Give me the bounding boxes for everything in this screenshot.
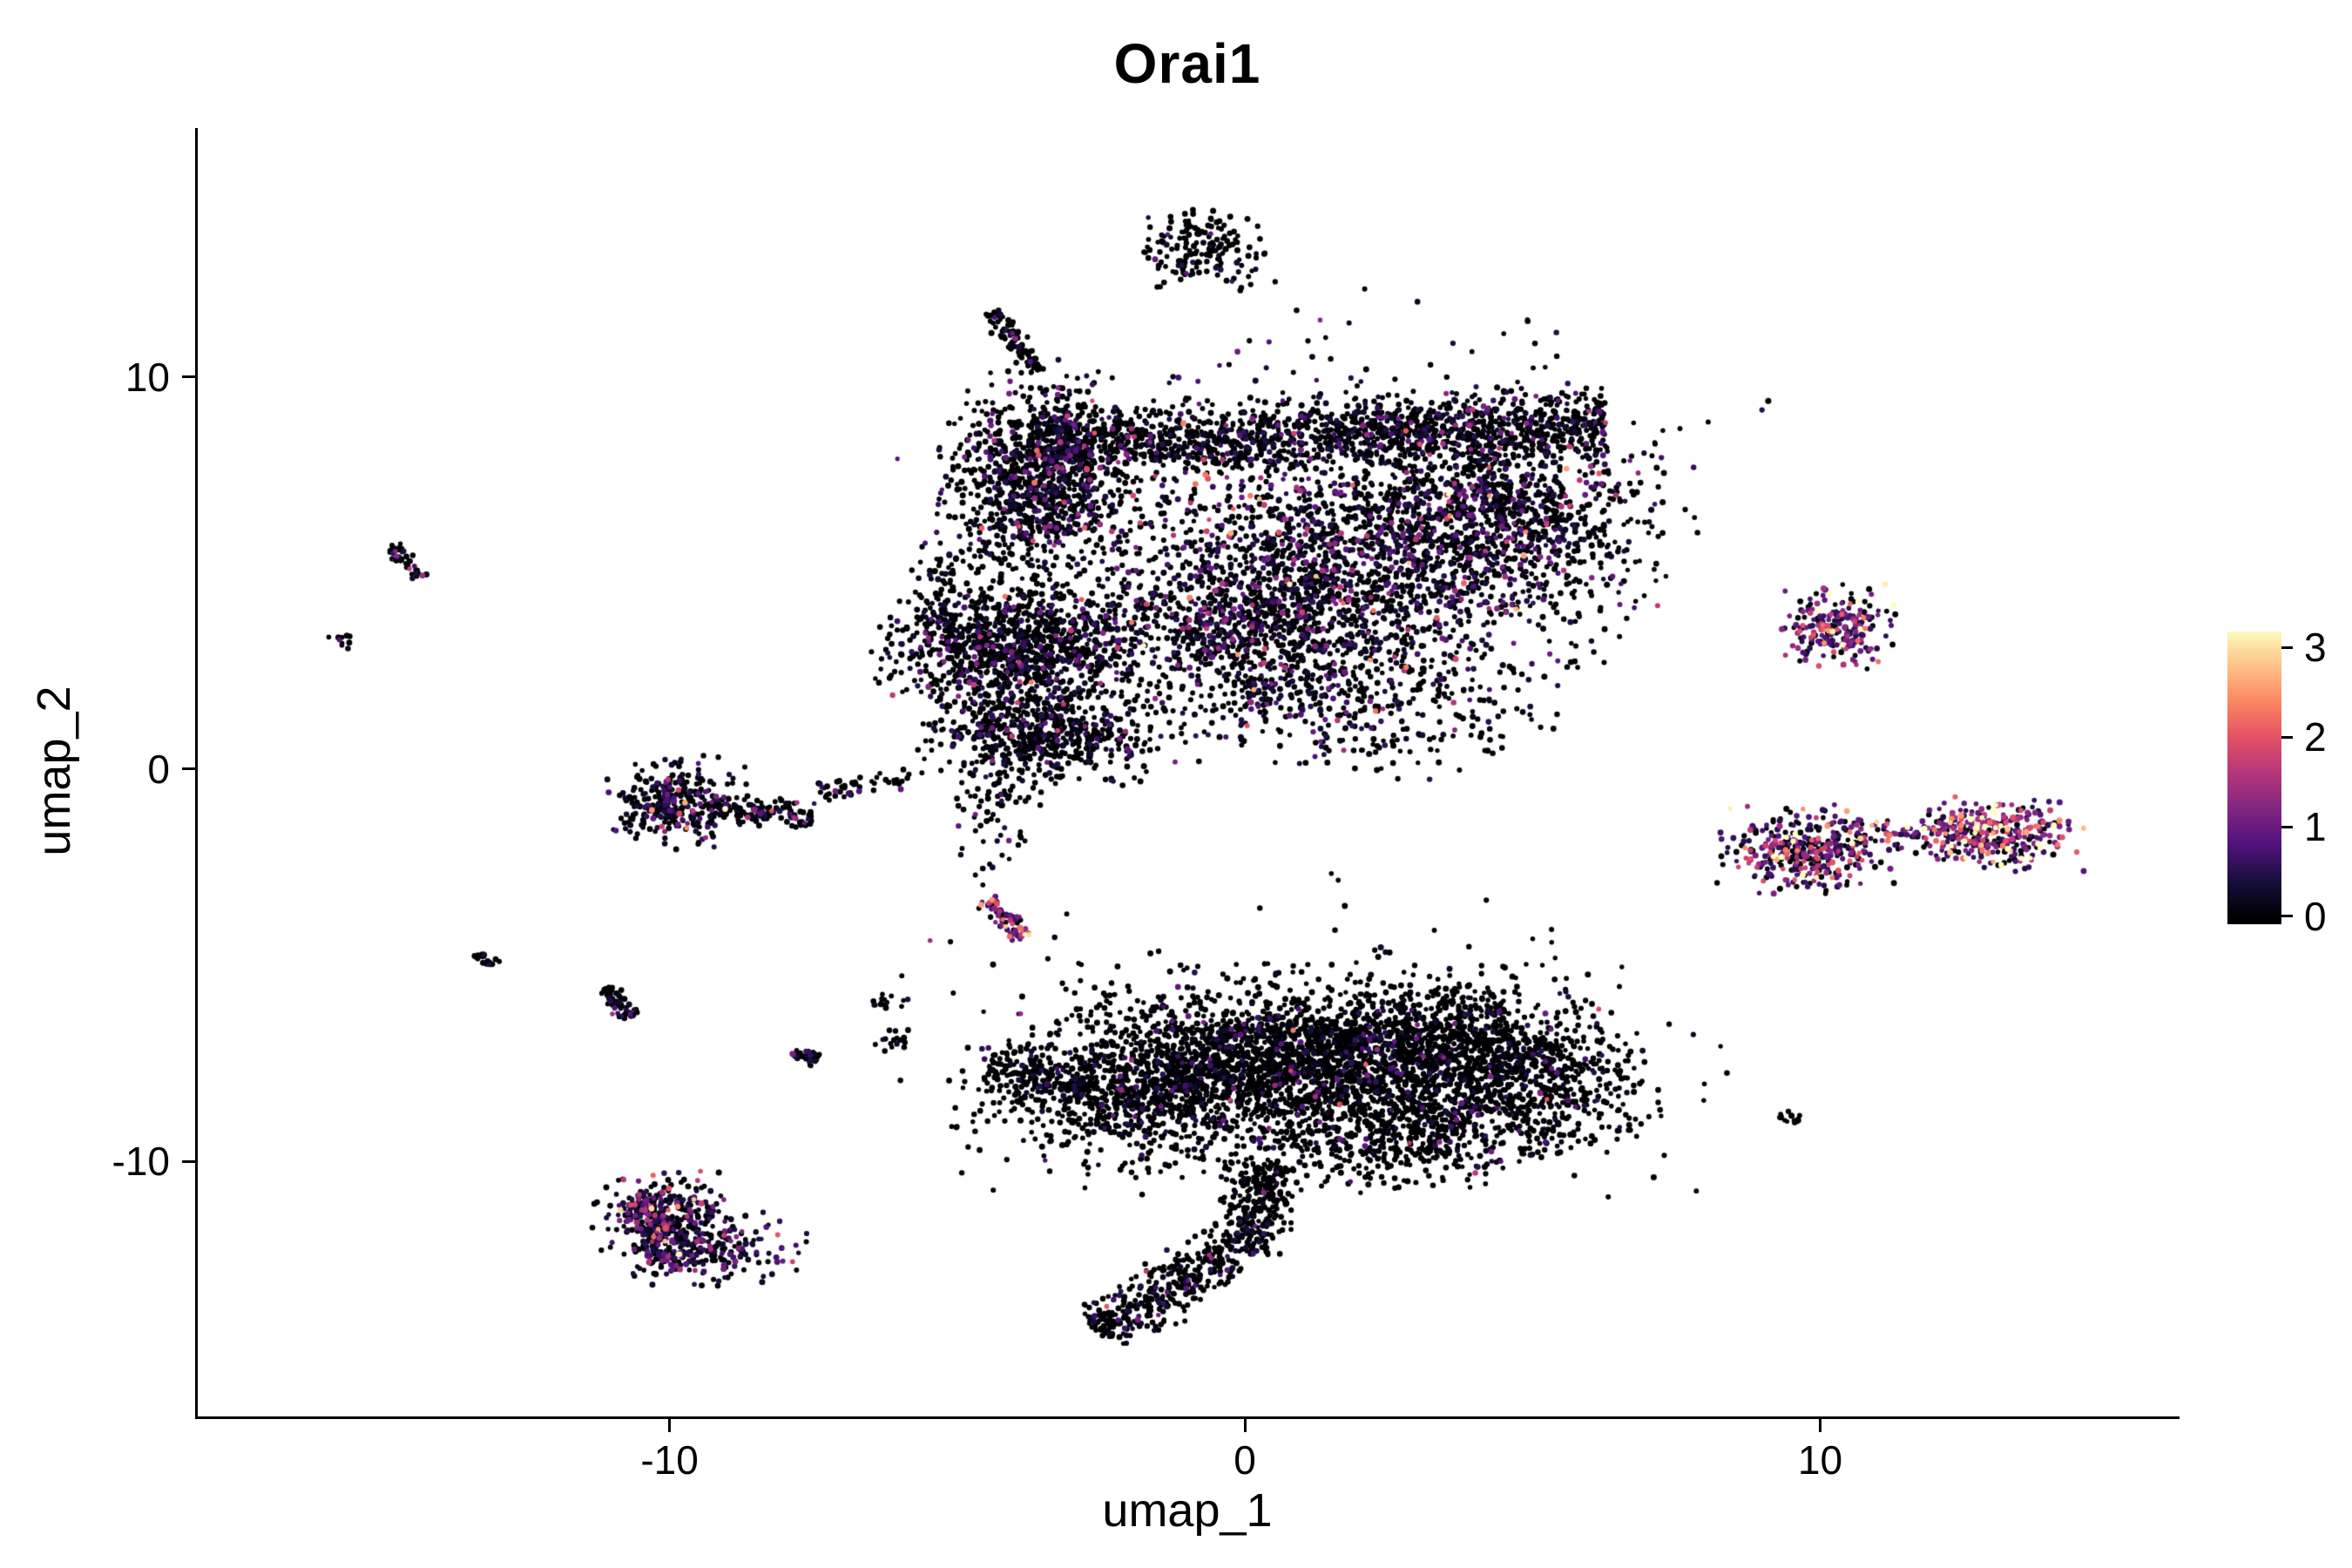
legend-tick-label: 3 — [2304, 625, 2327, 671]
legend-tick-mark — [2281, 735, 2293, 739]
x-tick-mark — [1243, 1419, 1247, 1432]
x-tick-label: 0 — [1233, 1437, 1256, 1483]
x-tick-label: -10 — [640, 1437, 699, 1483]
y-tick-mark — [182, 375, 195, 379]
y-tick-label: 10 — [125, 354, 170, 400]
y-tick-label: -10 — [112, 1139, 170, 1185]
x-tick-mark — [668, 1419, 672, 1432]
x-tick-mark — [1819, 1419, 1821, 1432]
legend-tick-mark — [2281, 645, 2293, 649]
legend-tick-label: 0 — [2304, 893, 2327, 939]
legend-tick-mark — [2281, 825, 2293, 828]
x-tick-label: 10 — [1797, 1437, 1843, 1483]
y-tick-mark — [182, 767, 195, 771]
y-tick-label: 0 — [147, 746, 170, 792]
x-axis-label: umap_1 — [1102, 1484, 1273, 1537]
x-axis-line — [195, 1416, 2180, 1419]
y-tick-mark — [182, 1159, 195, 1163]
legend-tick-mark — [2281, 915, 2293, 918]
legend-colorbar — [2227, 632, 2281, 924]
y-axis-line — [195, 128, 198, 1419]
plot-title: Orai1 — [1113, 32, 1261, 95]
legend-tick-label: 2 — [2304, 714, 2327, 760]
legend-tick-label: 1 — [2304, 804, 2327, 849]
